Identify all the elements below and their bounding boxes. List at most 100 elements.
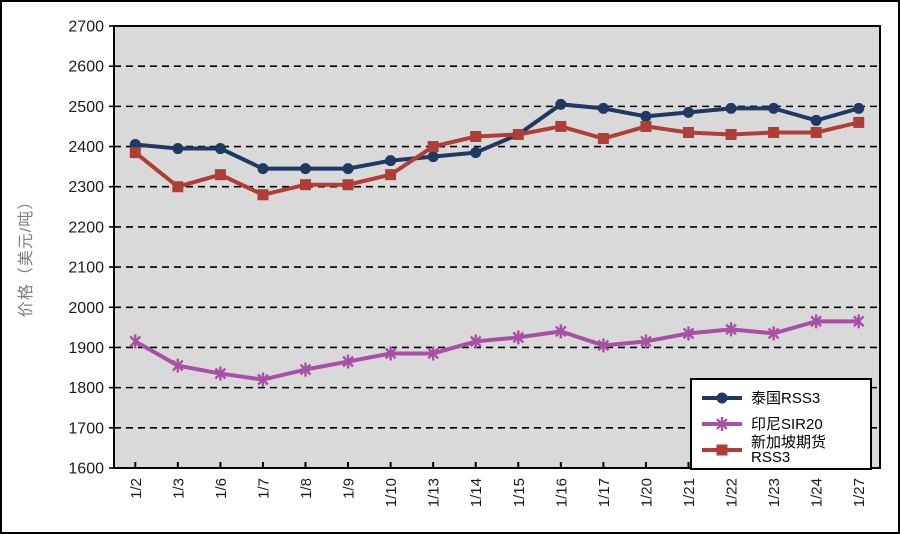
y-tick-label-2000: 2000 <box>68 300 104 317</box>
legend: 泰国RSS3 印尼SIR20 新加坡期货RSS3 <box>690 378 872 470</box>
series-marker-singapore-futures-rss3 <box>640 120 652 132</box>
y-tick-label-1800: 1800 <box>68 380 104 397</box>
y-tick-label-2500: 2500 <box>68 99 104 116</box>
series-marker-indonesia-sir20 <box>512 330 525 345</box>
series-marker-indonesia-sir20 <box>257 372 269 387</box>
series-indonesia-sir20 <box>129 314 865 387</box>
x-tick-label-1-8: 1/8 <box>298 478 315 499</box>
y-tick-label-2700: 2700 <box>68 19 104 36</box>
y-axis-title: 价格（美元/吨） <box>18 192 35 318</box>
x-tick-label-1-16: 1/16 <box>553 478 570 507</box>
series-marker-thailand-rss3 <box>257 163 269 175</box>
series-marker-singapore-futures-rss3 <box>300 179 311 191</box>
legend-label-thailand-rss3: 泰国RSS3 <box>751 389 821 407</box>
y-tick-label-2400: 2400 <box>68 139 104 156</box>
legend-item-indonesia-sir20: 印尼SIR20 <box>700 411 864 437</box>
legend-glyph-thailand-rss3 <box>716 392 728 404</box>
x-tick-label-1-24: 1/24 <box>809 478 826 507</box>
series-marker-singapore-futures-rss3 <box>427 141 439 153</box>
y-tick-label-2100: 2100 <box>68 260 104 277</box>
series-marker-indonesia-sir20 <box>214 366 227 381</box>
series-marker-thailand-rss3 <box>342 163 354 175</box>
x-tick-label-1-20: 1/20 <box>638 478 655 507</box>
x-tick-label-1-13: 1/13 <box>426 478 443 507</box>
series-marker-singapore-futures-rss3 <box>129 147 141 159</box>
series-marker-singapore-futures-rss3 <box>810 126 822 138</box>
series-marker-indonesia-sir20 <box>299 362 312 377</box>
series-marker-thailand-rss3 <box>853 102 865 114</box>
legend-label-indonesia-sir20: 印尼SIR20 <box>751 415 823 433</box>
series-marker-thailand-rss3 <box>214 143 226 155</box>
legend-label-singapore-futures-rss3: 新加坡期货RSS3 <box>751 434 827 466</box>
series-marker-indonesia-sir20 <box>172 358 184 373</box>
series-marker-thailand-rss3 <box>768 102 780 114</box>
series-marker-thailand-rss3 <box>555 98 567 110</box>
series-marker-thailand-rss3 <box>640 110 652 122</box>
x-tick-label-1-7: 1/7 <box>255 478 272 499</box>
series-marker-singapore-futures-rss3 <box>385 169 397 181</box>
series-marker-singapore-futures-rss3 <box>683 126 694 138</box>
series-marker-indonesia-sir20 <box>852 314 865 329</box>
series-marker-thailand-rss3 <box>725 102 737 114</box>
series-marker-singapore-futures-rss3 <box>257 189 269 201</box>
series-marker-indonesia-sir20 <box>384 346 397 361</box>
x-tick-label-1-27: 1/27 <box>851 478 868 507</box>
series-marker-indonesia-sir20 <box>342 354 354 369</box>
series-marker-indonesia-sir20 <box>725 322 737 337</box>
series-marker-thailand-rss3 <box>470 147 482 159</box>
series-marker-singapore-futures-rss3 <box>342 179 354 191</box>
series-marker-thailand-rss3 <box>385 155 397 167</box>
series-marker-indonesia-sir20 <box>555 324 567 339</box>
series-marker-singapore-futures-rss3 <box>853 116 865 128</box>
x-tick-label-1-3: 1/3 <box>170 478 187 499</box>
series-marker-indonesia-sir20 <box>767 326 780 341</box>
legend-item-singapore-futures-rss3: 新加坡期货RSS3 <box>700 434 864 466</box>
x-tick-label-1-22: 1/22 <box>724 478 741 507</box>
series-marker-indonesia-sir20 <box>682 326 695 341</box>
y-tick-label-2600: 2600 <box>68 59 104 76</box>
series-marker-singapore-futures-rss3 <box>214 169 226 181</box>
legend-item-thailand-rss3: 泰国RSS3 <box>700 385 864 411</box>
y-tick-label-1700: 1700 <box>68 420 104 437</box>
series-marker-indonesia-sir20 <box>427 346 439 361</box>
series-marker-thailand-rss3 <box>810 114 822 126</box>
series-marker-indonesia-sir20 <box>597 338 610 353</box>
series-singapore-futures-rss3 <box>129 116 865 201</box>
series-marker-indonesia-sir20 <box>129 334 142 349</box>
series-marker-singapore-futures-rss3 <box>555 120 567 132</box>
y-tick-label-2300: 2300 <box>68 179 104 196</box>
series-line-thailand-rss3 <box>135 102 860 171</box>
x-tick-label-1-23: 1/23 <box>766 478 783 507</box>
series-marker-indonesia-sir20 <box>640 334 652 349</box>
y-tick-label-1600: 1600 <box>68 461 104 478</box>
series-marker-thailand-rss3 <box>172 143 184 155</box>
plot-border <box>113 25 881 469</box>
x-tick-label-1-2: 1/2 <box>128 478 145 499</box>
legend-glyph-singapore-futures-rss3 <box>716 444 728 456</box>
series-marker-thailand-rss3 <box>427 151 439 163</box>
series-marker-singapore-futures-rss3 <box>725 128 737 140</box>
x-tick-label-1-9: 1/9 <box>341 478 358 499</box>
series-line-singapore-futures-rss3 <box>134 120 860 197</box>
x-tick-label-1-15: 1/15 <box>511 478 528 507</box>
series-line-indonesia-sir20 <box>134 319 859 382</box>
series-marker-singapore-futures-rss3 <box>597 133 609 145</box>
y-tick-label-2200: 2200 <box>68 219 104 236</box>
series-marker-singapore-futures-rss3 <box>768 126 780 138</box>
legend-marker-square-icon <box>702 444 742 456</box>
x-tick-label-1-14: 1/14 <box>468 478 485 507</box>
series-marker-thailand-rss3 <box>597 102 609 114</box>
y-tick-label-1900: 1900 <box>68 340 104 357</box>
x-tick-label-1-17: 1/17 <box>596 478 613 507</box>
series-marker-thailand-rss3 <box>683 106 694 118</box>
series-marker-indonesia-sir20 <box>810 314 822 329</box>
x-tick-label-1-6: 1/6 <box>213 478 230 499</box>
series-marker-thailand-rss3 <box>300 163 311 175</box>
legend-glyph-indonesia-sir20 <box>716 417 728 431</box>
series-marker-indonesia-sir20 <box>469 334 482 349</box>
series-marker-singapore-futures-rss3 <box>470 131 482 142</box>
series-marker-singapore-futures-rss3 <box>512 128 524 140</box>
x-tick-label-1-10: 1/10 <box>383 478 400 507</box>
